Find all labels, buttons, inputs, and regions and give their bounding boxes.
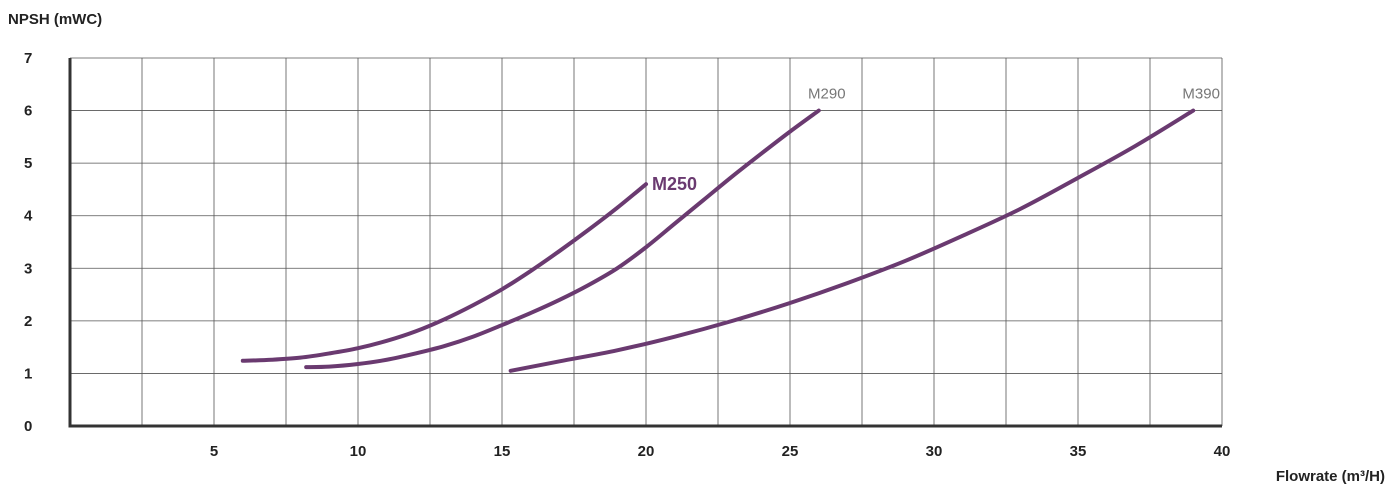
series-line-m290 (304, 108, 821, 370)
y-tick-label: 3 (24, 260, 32, 277)
y-tick-label: 0 (24, 418, 32, 435)
x-tick-label: 20 (638, 443, 655, 460)
x-tick-label: 10 (350, 443, 367, 460)
series-line-m390 (508, 108, 1196, 373)
x-tick-label: 5 (210, 443, 218, 460)
x-tick-label: 15 (494, 443, 511, 460)
y-tick-label: 4 (24, 208, 33, 225)
grid-lines (70, 57, 1223, 426)
series-label-m390: M390 (1182, 86, 1220, 103)
x-tick-label: 35 (1070, 443, 1087, 460)
x-tick-label: 25 (782, 443, 799, 460)
axes (68, 58, 1222, 428)
series-lines (240, 108, 1196, 373)
x-tick-label: 30 (926, 443, 943, 460)
y-tick-label: 7 (24, 50, 32, 67)
y-tick-label: 1 (24, 365, 32, 382)
y-tick-label: 6 (24, 103, 32, 120)
series-label-m290: M290 (808, 86, 846, 103)
series-line-m250 (240, 182, 648, 363)
y-axis-title: NPSH (mWC) (8, 11, 102, 28)
labels: 0 1 2 3 4 5 6 7 5 10 15 20 25 30 35 40 M250 M290 M390 (24, 50, 1230, 460)
series-label-m250: M250 (652, 174, 697, 194)
x-tick-label: 40 (1214, 443, 1231, 460)
y-tick-label: 5 (24, 155, 32, 172)
y-tick-label: 2 (24, 313, 32, 330)
x-axis-title: Flowrate (m³/H) (1276, 468, 1385, 485)
